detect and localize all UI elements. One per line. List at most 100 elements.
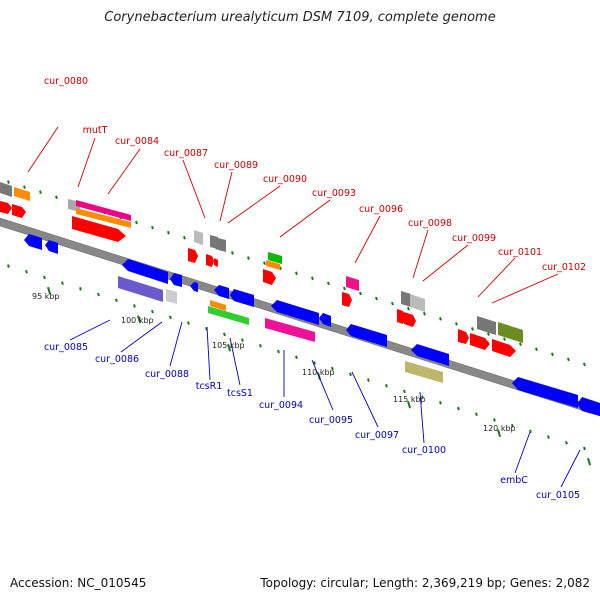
gene-feature <box>190 282 198 292</box>
tick-mark <box>133 304 136 308</box>
gene-feature <box>405 361 443 383</box>
tick-mark <box>475 412 478 417</box>
gene-feature <box>397 291 425 327</box>
plus-strand-genes <box>0 182 523 357</box>
tick-mark <box>7 264 10 268</box>
gene-feature <box>118 276 163 302</box>
gene-label: cur_0096 <box>359 204 403 215</box>
tick-mark <box>241 338 244 342</box>
minus-strand-genes <box>24 234 600 416</box>
tick-mark <box>169 315 172 320</box>
gene-label: cur_0097 <box>355 430 399 441</box>
ruler-label: 120 kbp <box>483 424 516 433</box>
gene-feature <box>68 199 131 242</box>
tick-mark <box>183 235 186 240</box>
tick-mark <box>471 327 474 331</box>
tick-marks <box>7 180 592 466</box>
tick-mark <box>327 281 330 286</box>
gene-label: cur_0088 <box>145 369 189 380</box>
tick-mark <box>247 256 250 260</box>
tick-mark <box>423 311 426 316</box>
gene-label: cur_0100 <box>402 445 446 456</box>
tick-mark <box>519 342 522 346</box>
gene-feature <box>188 230 226 267</box>
tick-mark <box>343 286 346 291</box>
tick-mark <box>583 362 586 367</box>
tick-mark <box>55 195 58 200</box>
gene-feature <box>208 306 249 325</box>
tick-mark <box>359 291 362 296</box>
gene-feature <box>265 318 315 342</box>
tick-mark <box>47 286 52 295</box>
tick-mark <box>227 343 232 352</box>
tick-mark <box>151 309 154 314</box>
tick-mark <box>439 317 442 321</box>
tick-mark <box>313 361 316 365</box>
ruler-label: 110 kbp <box>302 368 335 377</box>
tick-mark <box>421 395 424 399</box>
tick-mark <box>385 383 388 388</box>
tick-mark <box>587 457 592 466</box>
tick-mark <box>551 352 554 357</box>
tick-mark <box>167 230 170 235</box>
tick-mark <box>231 251 234 255</box>
tick-mark <box>151 225 154 230</box>
tick-mark <box>311 276 314 281</box>
accession-label: Accession: NC_010545 <box>10 576 147 590</box>
tick-mark <box>295 355 298 360</box>
tick-mark <box>263 261 266 265</box>
gene-feature <box>166 289 177 304</box>
gene-label: mutT <box>83 125 108 136</box>
tick-mark <box>279 266 282 270</box>
tick-mark <box>565 440 568 445</box>
tick-mark <box>511 423 514 428</box>
gene-feature <box>0 182 30 218</box>
tick-mark <box>115 298 118 303</box>
gene-feature <box>170 273 182 287</box>
tick-mark <box>187 321 190 325</box>
tick-mark <box>135 220 138 225</box>
gene-feature <box>577 397 600 416</box>
label-leader-lines <box>27 126 581 488</box>
tick-mark <box>331 366 334 371</box>
gene-feature <box>263 252 282 285</box>
tick-mark <box>7 180 10 184</box>
tick-mark <box>43 275 46 280</box>
gene-label: tcsR1 <box>196 381 223 392</box>
gene-label: embC <box>500 475 528 486</box>
tick-mark <box>39 190 42 194</box>
tick-mark <box>547 435 550 439</box>
tick-mark <box>79 287 82 291</box>
gene-feature <box>319 313 331 327</box>
tick-mark <box>277 349 280 354</box>
tick-mark <box>567 357 570 362</box>
gene-feature <box>411 344 449 366</box>
gene-label: cur_0093 <box>312 188 356 199</box>
gene-label: cur_0090 <box>263 174 307 185</box>
gene-label: cur_0085 <box>44 342 88 353</box>
tick-mark <box>97 292 100 297</box>
tick-mark <box>487 332 490 336</box>
tick-mark <box>23 185 26 189</box>
tick-mark <box>137 315 142 323</box>
tick-mark <box>391 301 394 306</box>
tick-mark <box>367 378 370 382</box>
tick-mark <box>583 446 586 451</box>
gene-label: cur_0101 <box>498 247 542 258</box>
gene-label: cur_0105 <box>536 490 580 501</box>
tick-mark <box>223 332 226 337</box>
gene-feature <box>458 316 523 357</box>
gene-label: cur_0084 <box>115 136 159 147</box>
gene-feature <box>230 289 254 307</box>
tick-mark <box>295 271 298 276</box>
tick-mark <box>25 269 28 274</box>
tick-mark <box>503 337 506 341</box>
tick-mark <box>457 406 460 411</box>
tick-mark <box>61 281 64 285</box>
tick-mark <box>407 306 410 311</box>
gene-feature <box>214 285 229 299</box>
gene-label: cur_0095 <box>309 415 353 426</box>
gene-label: cur_0098 <box>408 218 452 229</box>
ruler-label: 105 kbp <box>212 341 245 350</box>
